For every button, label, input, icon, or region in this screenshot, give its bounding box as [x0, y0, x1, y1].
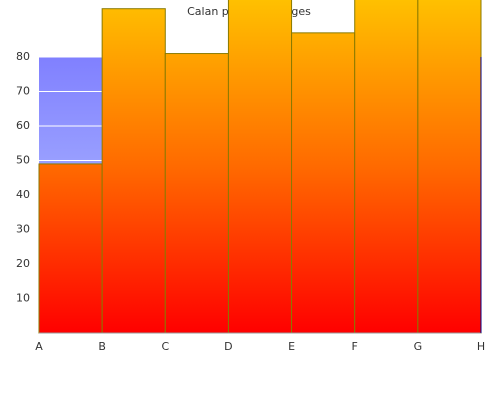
x-tick-label: C — [161, 340, 169, 353]
x-tick-label: A — [35, 340, 43, 353]
y-tick-label: 10 — [16, 292, 30, 305]
step-area — [101, 8, 166, 334]
step-area — [227, 0, 293, 334]
step-area — [38, 163, 103, 334]
y-tick-label: 80 — [16, 50, 30, 63]
step-area — [164, 53, 229, 334]
y-tick-label: 70 — [16, 85, 30, 98]
step-area — [291, 32, 356, 334]
x-tick-label: E — [288, 340, 295, 353]
y-tick-label: 30 — [16, 223, 30, 236]
y-tick-label: 60 — [16, 119, 30, 132]
y-tick-label: 40 — [16, 188, 30, 201]
x-tick-label: B — [98, 340, 106, 353]
x-tick-label: H — [477, 340, 485, 353]
x-tick-label: D — [224, 340, 232, 353]
step-area — [417, 0, 482, 334]
x-tick-label: G — [414, 340, 423, 353]
y-tick-label: 20 — [16, 257, 30, 270]
y-tick-label: 50 — [16, 154, 30, 167]
x-tick-label: F — [352, 340, 358, 353]
step-area — [354, 0, 419, 334]
